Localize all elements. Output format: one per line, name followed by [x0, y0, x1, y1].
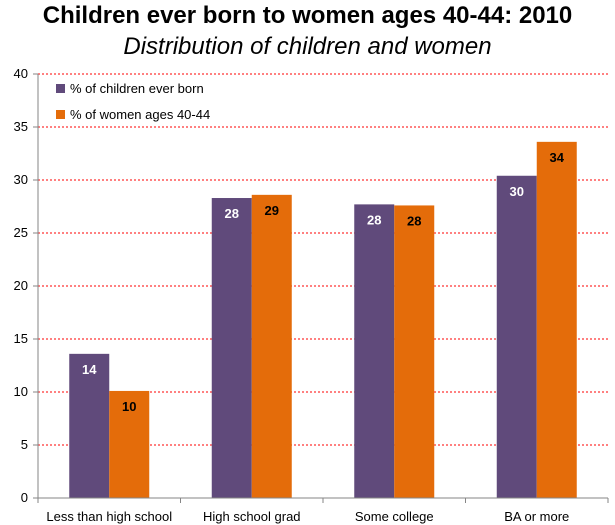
x-category-label: High school grad: [203, 509, 301, 524]
x-category-label: BA or more: [504, 509, 569, 524]
x-category-label: Some college: [355, 509, 434, 524]
legend-swatch: [56, 84, 65, 93]
data-label: 10: [122, 399, 136, 414]
legend-label: % of women ages 40-44: [70, 107, 210, 122]
bar: [394, 205, 435, 498]
data-label: 28: [407, 213, 421, 228]
data-label: 29: [265, 203, 279, 218]
y-tick-label: 5: [21, 437, 28, 452]
y-tick-label: 30: [14, 172, 28, 187]
y-tick-label: 20: [14, 278, 28, 293]
y-tick-label: 40: [14, 66, 28, 81]
y-tick-label: 15: [14, 331, 28, 346]
bar: [251, 194, 292, 498]
data-label: 30: [510, 184, 524, 199]
y-tick-label: 0: [21, 490, 28, 505]
data-label: 14: [82, 362, 97, 377]
bar: [69, 353, 110, 498]
chart-subtitle: Distribution of children and women: [123, 33, 492, 60]
data-label: 28: [225, 206, 239, 221]
bar: [536, 141, 577, 498]
legend-swatch: [56, 110, 65, 119]
bar: [109, 390, 150, 498]
data-label: 28: [367, 212, 381, 227]
bar: [354, 204, 395, 498]
y-tick-label: 35: [14, 119, 28, 134]
y-tick-label: 10: [14, 384, 28, 399]
bar: [211, 198, 252, 498]
legend-label: % of children ever born: [70, 81, 204, 96]
x-category-label: Less than high school: [46, 509, 172, 524]
chart-title: Children ever born to women ages 40-44: …: [42, 2, 573, 29]
y-tick-label: 25: [14, 225, 28, 240]
data-label: 34: [550, 150, 565, 165]
bar: [496, 175, 537, 498]
